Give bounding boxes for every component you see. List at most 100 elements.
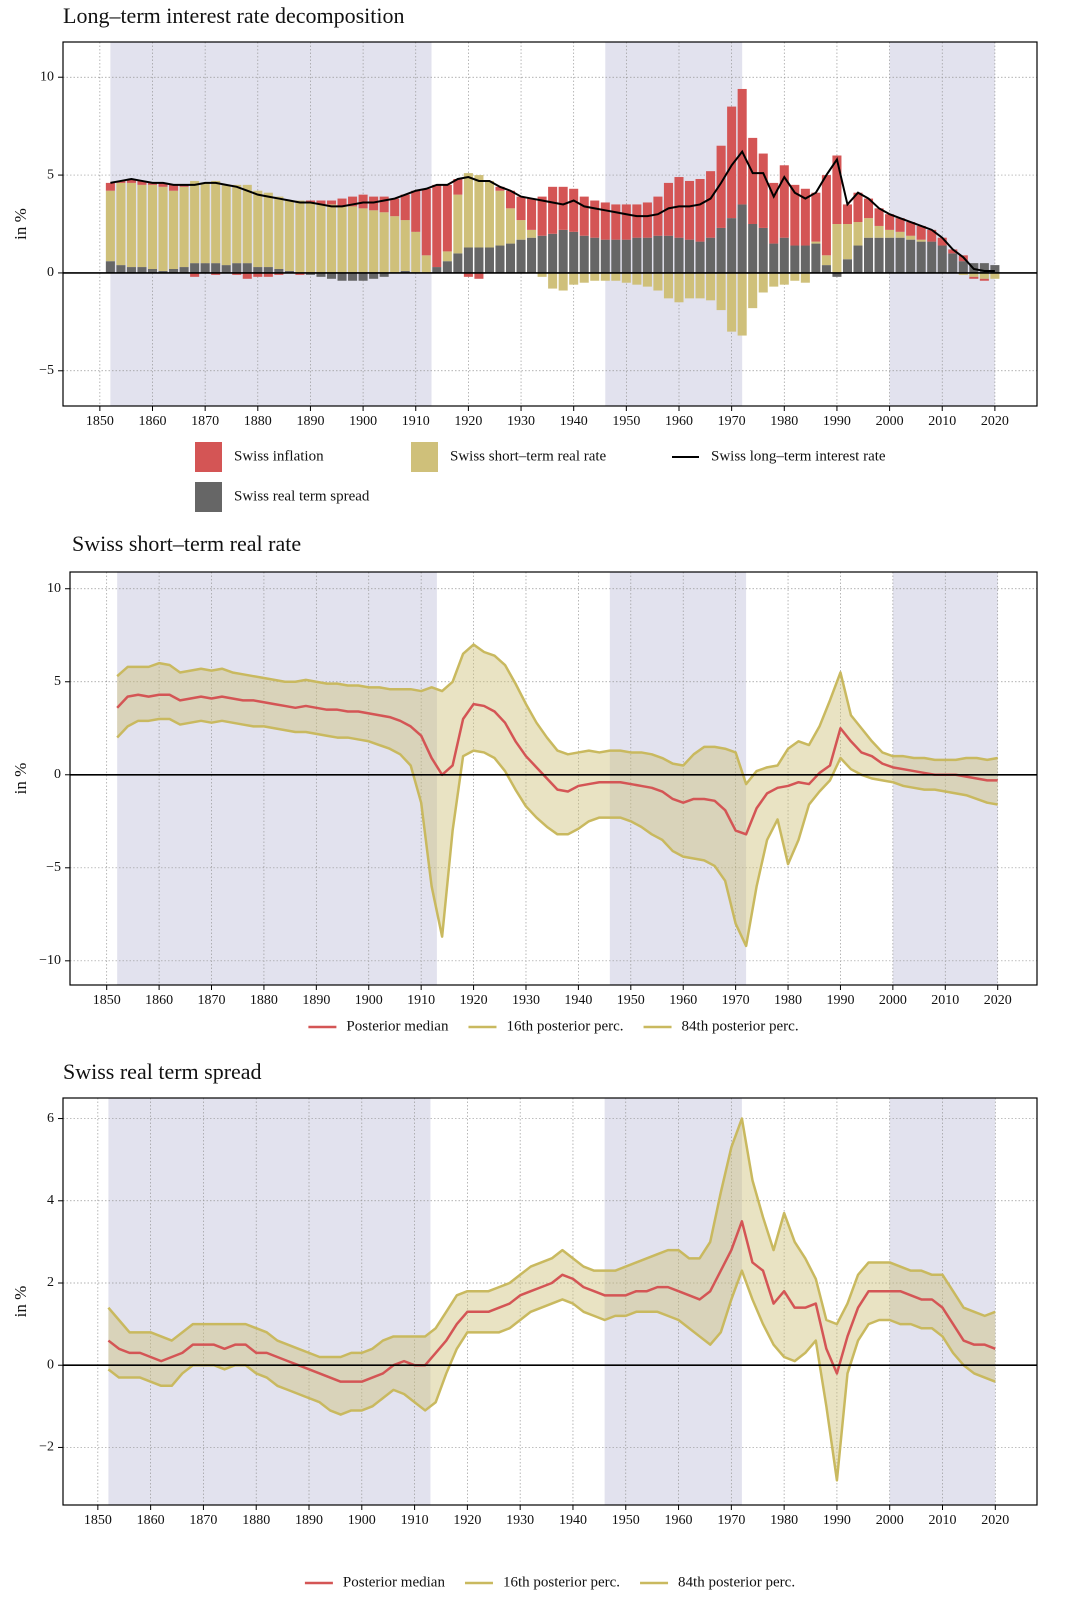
bar (906, 222, 916, 236)
bar (716, 227, 726, 273)
bar (590, 272, 600, 281)
bar (390, 216, 400, 273)
bar (348, 272, 358, 281)
bar (684, 180, 695, 240)
bar (621, 272, 631, 283)
bar (295, 272, 305, 275)
line (107, 1220, 996, 1383)
x-tick-label: 1880 (244, 414, 272, 429)
panel: Swiss short–term real rate in % 1850 1860 18… (11, 531, 1038, 1034)
bar (769, 243, 779, 273)
bar (632, 237, 642, 273)
bar (790, 245, 800, 273)
x-tick-label: 1950 (612, 414, 640, 429)
bar (758, 227, 768, 273)
x-tick-label: 1860 (139, 414, 167, 429)
bar (916, 239, 926, 242)
x-tick-label: 1860 (145, 993, 173, 1008)
bar (537, 196, 547, 236)
bar (990, 272, 1000, 279)
x-tick-label: 1990 (823, 414, 851, 429)
bar (105, 190, 115, 262)
bar (969, 276, 979, 279)
bar (590, 237, 600, 273)
bar (495, 190, 505, 246)
bar (158, 186, 168, 271)
x-tick-label: 1870 (189, 1513, 217, 1528)
bar (232, 263, 242, 273)
bar (832, 224, 842, 273)
bar (863, 237, 874, 273)
bar (495, 245, 505, 273)
chart-title: Swiss real term spread (63, 1059, 262, 1084)
bar (484, 247, 494, 273)
bar (779, 237, 789, 273)
x-tick-label: 1970 (718, 414, 746, 429)
plot-frame (69, 571, 1038, 986)
bar (505, 243, 516, 273)
chart-title: Long–term interest rate decomposition (63, 3, 405, 28)
bar (190, 180, 200, 264)
bar (737, 204, 747, 273)
bar (853, 192, 863, 223)
bar (295, 200, 305, 273)
bar (695, 272, 705, 299)
x-tick-label: 2010 (931, 993, 959, 1008)
bar (179, 267, 189, 273)
bar (969, 272, 979, 277)
bar (537, 235, 547, 273)
bar (421, 255, 431, 273)
bar (305, 272, 315, 275)
bar (748, 224, 758, 273)
bar (442, 184, 452, 252)
bar (579, 272, 589, 283)
x-tick-label: 1880 (242, 1513, 270, 1528)
legend-label: 16th posterior perc. (506, 1018, 623, 1034)
y-tick-label: 4 (47, 1193, 54, 1208)
legend-swatch (411, 442, 438, 472)
x-tick-label: 1960 (669, 993, 697, 1008)
x-tick-label: 1910 (407, 993, 435, 1008)
x-tick-label: 1920 (454, 414, 482, 429)
bar (337, 206, 347, 273)
bar (695, 178, 705, 242)
line (116, 717, 998, 948)
bar (411, 231, 421, 273)
bar (885, 229, 895, 238)
bar (147, 184, 158, 270)
bar (263, 267, 273, 273)
bar (937, 237, 947, 246)
bar (642, 272, 652, 287)
bar (632, 204, 642, 238)
bar (621, 239, 631, 273)
x-tick-label: 1980 (770, 414, 798, 429)
legend-swatch (195, 442, 222, 472)
bar (600, 272, 610, 281)
y-tick-label: 0 (47, 265, 54, 280)
x-tick-label: 1870 (198, 993, 226, 1008)
y-tick-label: 5 (47, 167, 54, 182)
bar (274, 196, 284, 270)
bar (906, 235, 916, 240)
bar (474, 175, 484, 248)
bar (105, 182, 115, 191)
y-tick-label: −10 (39, 953, 61, 968)
bar (706, 237, 716, 273)
line (107, 1117, 996, 1359)
bar (811, 192, 821, 242)
bar (158, 182, 168, 187)
bar (579, 235, 589, 273)
x-tick-label: 1990 (823, 1513, 851, 1528)
plot-frame (62, 1097, 1038, 1506)
bar (221, 265, 231, 273)
bar (453, 253, 463, 273)
bar (748, 137, 758, 224)
bar (885, 237, 895, 273)
bar (653, 272, 663, 291)
panel: Swiss real term spread in % 1850 1860 1870 18… (11, 1059, 1038, 1590)
x-tick-label: 1900 (355, 993, 383, 1008)
bar (811, 241, 821, 244)
line (116, 693, 998, 836)
x-tick-label: 1910 (401, 1513, 429, 1528)
bar (537, 272, 547, 277)
